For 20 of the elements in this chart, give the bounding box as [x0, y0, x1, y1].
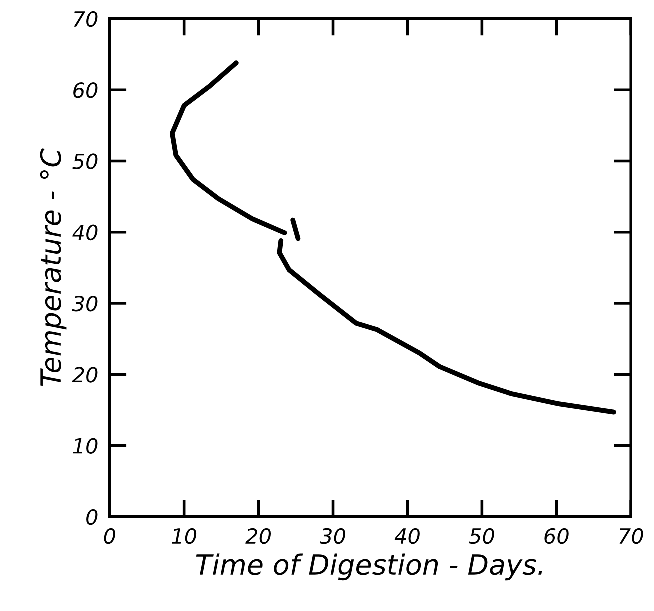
x-tick-label: 40 — [394, 528, 420, 544]
y-tick-label: 40 — [72, 224, 98, 241]
x-tick-label: 0 — [104, 528, 116, 544]
y-tick-label: 50 — [72, 154, 98, 170]
x-tick-label: 20 — [246, 528, 272, 544]
x-tick-label: 10 — [172, 528, 197, 544]
y-tick-label: 20 — [72, 367, 98, 383]
y-axis-title: Temperature - °C — [40, 148, 67, 386]
x-axis-title: Time of Digestion - Days. — [196, 554, 542, 581]
x-tick-label: 50 — [469, 528, 494, 544]
y-tick-label: 0 — [86, 509, 98, 526]
x-tick-label: 60 — [544, 528, 569, 544]
x-tick-label: 30 — [320, 528, 346, 544]
x-tick-label: 70 — [620, 528, 644, 544]
line-series — [277, 238, 616, 415]
y-tick-label: 30 — [72, 296, 98, 312]
y-tick-label: 10 — [73, 438, 98, 454]
line-series — [170, 60, 288, 236]
y-tick-label: 60 — [74, 82, 98, 98]
y-tick-label: 70 — [74, 11, 98, 28]
